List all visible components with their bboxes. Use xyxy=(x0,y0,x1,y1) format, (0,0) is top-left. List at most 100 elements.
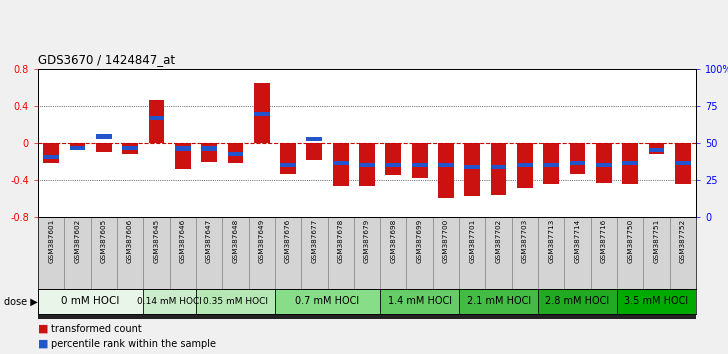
Bar xyxy=(359,143,375,187)
Bar xyxy=(359,163,375,167)
Bar xyxy=(306,137,323,141)
Bar xyxy=(596,143,612,183)
Text: dose ▶: dose ▶ xyxy=(4,297,37,307)
Bar xyxy=(143,217,170,289)
Bar xyxy=(122,143,138,154)
Bar xyxy=(117,217,143,289)
Bar xyxy=(412,163,427,167)
Text: GDS3670 / 1424847_at: GDS3670 / 1424847_at xyxy=(38,53,175,67)
Bar xyxy=(222,217,248,289)
Bar xyxy=(649,148,665,153)
Bar xyxy=(280,143,296,173)
Bar xyxy=(275,217,301,289)
Text: 0.7 mM HOCl: 0.7 mM HOCl xyxy=(296,297,360,307)
Text: GSM387676: GSM387676 xyxy=(285,219,291,263)
Text: 0.14 mM HOCl: 0.14 mM HOCl xyxy=(137,297,202,306)
Bar xyxy=(43,143,59,163)
Bar xyxy=(538,289,617,314)
Bar xyxy=(570,161,585,165)
Bar xyxy=(196,289,275,314)
Text: 3.5 mM HOCl: 3.5 mM HOCl xyxy=(625,297,689,307)
Bar xyxy=(248,217,275,289)
Bar xyxy=(649,143,665,154)
Bar xyxy=(538,217,564,289)
Text: GSM387703: GSM387703 xyxy=(522,219,528,263)
Bar xyxy=(301,217,328,289)
Text: ■: ■ xyxy=(38,324,49,334)
Bar xyxy=(70,145,85,150)
Bar xyxy=(228,152,243,156)
Bar xyxy=(96,135,111,139)
Text: GSM387701: GSM387701 xyxy=(470,219,475,263)
Bar xyxy=(617,289,696,314)
Text: GSM387646: GSM387646 xyxy=(180,219,186,263)
Bar xyxy=(196,217,222,289)
Bar xyxy=(512,217,538,289)
Bar xyxy=(570,143,585,175)
Bar xyxy=(380,289,459,314)
Bar xyxy=(644,217,670,289)
Text: GSM387602: GSM387602 xyxy=(74,219,81,263)
Text: GSM387647: GSM387647 xyxy=(206,219,212,263)
Text: GSM387750: GSM387750 xyxy=(628,219,633,263)
Bar xyxy=(380,217,406,289)
Bar xyxy=(254,112,269,116)
Bar xyxy=(38,217,64,289)
Text: ■: ■ xyxy=(38,339,49,349)
Bar xyxy=(438,163,454,167)
Bar xyxy=(670,217,696,289)
Bar xyxy=(412,143,427,178)
Bar xyxy=(354,217,380,289)
Bar xyxy=(543,143,559,184)
Text: GSM387678: GSM387678 xyxy=(338,219,344,263)
Bar xyxy=(385,163,401,167)
Text: GSM387601: GSM387601 xyxy=(48,219,54,263)
Bar xyxy=(70,143,85,147)
Text: GSM387605: GSM387605 xyxy=(100,219,107,263)
Bar xyxy=(201,143,217,161)
Bar xyxy=(464,165,480,169)
Bar xyxy=(149,116,165,120)
Text: GSM387716: GSM387716 xyxy=(601,219,607,263)
Bar xyxy=(201,147,217,151)
Bar xyxy=(486,217,512,289)
Bar xyxy=(675,143,691,184)
Bar xyxy=(438,143,454,198)
Bar xyxy=(622,161,638,165)
Bar xyxy=(175,147,191,151)
Text: GSM387699: GSM387699 xyxy=(416,219,423,263)
Bar xyxy=(459,217,486,289)
Text: GSM387700: GSM387700 xyxy=(443,219,449,263)
Text: GSM387677: GSM387677 xyxy=(312,219,317,263)
Bar xyxy=(543,163,559,167)
Text: transformed count: transformed count xyxy=(51,324,142,334)
Bar xyxy=(122,145,138,150)
Text: 2.8 mM HOCl: 2.8 mM HOCl xyxy=(545,297,609,307)
Bar xyxy=(43,155,59,159)
Bar xyxy=(228,143,243,163)
Bar xyxy=(459,289,538,314)
Bar xyxy=(564,217,590,289)
Bar xyxy=(175,143,191,169)
Text: GSM387649: GSM387649 xyxy=(258,219,265,263)
Text: 2.1 mM HOCl: 2.1 mM HOCl xyxy=(467,297,531,307)
Bar xyxy=(328,217,354,289)
Bar xyxy=(64,217,91,289)
Bar xyxy=(91,217,117,289)
Text: 1.4 mM HOCl: 1.4 mM HOCl xyxy=(387,297,451,307)
Text: GSM387698: GSM387698 xyxy=(390,219,396,263)
Bar xyxy=(333,161,349,165)
Bar xyxy=(517,143,533,188)
Bar xyxy=(170,217,196,289)
Bar xyxy=(333,143,349,187)
Bar xyxy=(143,289,196,314)
Text: GSM387606: GSM387606 xyxy=(127,219,133,263)
Text: GSM387752: GSM387752 xyxy=(680,219,686,263)
Bar xyxy=(280,163,296,167)
Bar xyxy=(464,143,480,196)
Text: GSM387714: GSM387714 xyxy=(574,219,580,263)
Bar xyxy=(38,289,143,314)
Bar xyxy=(491,165,507,169)
Text: percentile rank within the sample: percentile rank within the sample xyxy=(51,339,216,349)
Bar xyxy=(675,161,691,165)
